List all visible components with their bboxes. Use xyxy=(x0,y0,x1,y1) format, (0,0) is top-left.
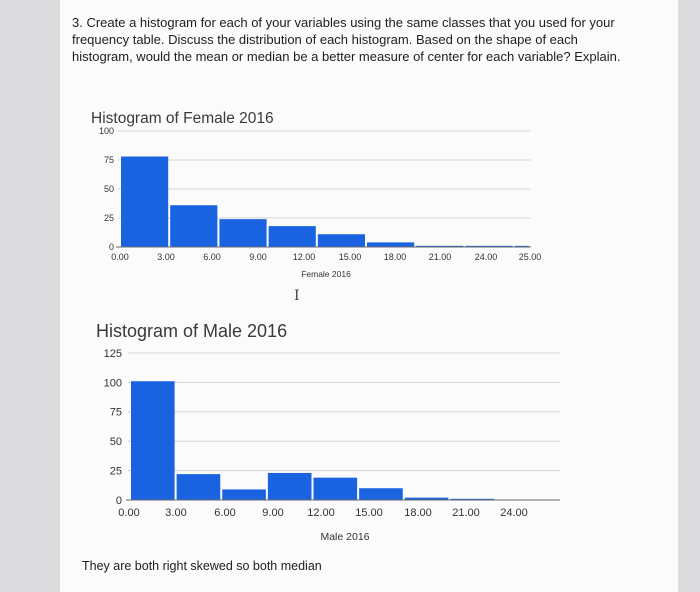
y-tick-label: 50 xyxy=(104,184,114,194)
x-tick-label: 15.00 xyxy=(339,252,362,262)
x-axis-label: Female 2016 xyxy=(301,269,351,279)
x-tick-label: 0.00 xyxy=(118,507,139,519)
x-tick-label: 9.00 xyxy=(249,252,267,262)
y-tick-label: 100 xyxy=(104,377,122,389)
x-tick-label: 21.00 xyxy=(452,507,480,519)
y-tick-label: 50 xyxy=(110,436,122,448)
histogram-bar xyxy=(450,498,494,500)
y-tick-label: 100 xyxy=(99,126,114,136)
x-tick-label: 3.00 xyxy=(165,507,186,519)
chart-title: Histogram of Male 2016 xyxy=(96,321,287,341)
histogram-bar xyxy=(367,242,415,247)
histogram-bar xyxy=(267,472,312,500)
x-tick-label: 24.00 xyxy=(500,507,528,519)
y-tick-label: 125 xyxy=(104,348,122,360)
x-axis-label: Male 2016 xyxy=(320,531,369,543)
histogram-bar xyxy=(222,489,266,500)
histogram-bar xyxy=(121,156,169,247)
x-tick-label: 24.00 xyxy=(475,252,498,262)
y-tick-label: 0 xyxy=(109,242,114,252)
histogram-bar xyxy=(317,234,365,247)
y-tick-label: 0 xyxy=(116,495,122,507)
x-tick-label: 18.00 xyxy=(404,507,432,519)
histogram-bar xyxy=(170,205,218,247)
y-tick-label: 75 xyxy=(110,407,122,419)
x-tick-label: 12.00 xyxy=(293,252,316,262)
histogram-bar xyxy=(465,245,513,247)
x-tick-label: 21.00 xyxy=(429,252,452,262)
answer-text: They are both right skewed so both media… xyxy=(82,559,322,573)
male-histogram: Histogram of Male 2016 125 100 75 50 25 00.00 3… xyxy=(96,321,560,543)
histogram-bar xyxy=(176,474,221,500)
x-tick-label: 6.00 xyxy=(214,507,235,519)
y-tick-label: 75 xyxy=(104,155,114,165)
y-tick-label: 25 xyxy=(104,213,114,223)
histogram-bar xyxy=(514,245,529,247)
x-tick-label: 25.00 xyxy=(519,252,542,262)
histogram-bar xyxy=(359,488,403,500)
x-tick-label: 3.00 xyxy=(157,252,175,262)
histogram-bar xyxy=(268,226,316,247)
x-tick-label: 9.00 xyxy=(262,507,283,519)
y-tick-label: 25 xyxy=(110,465,122,477)
question-text: 3. Create a histogram for each of your v… xyxy=(72,15,621,64)
text-cursor-icon: I xyxy=(294,288,300,304)
x-tick-label: 12.00 xyxy=(307,507,335,519)
x-tick-label: 18.00 xyxy=(384,252,407,262)
histogram-bar xyxy=(131,381,175,500)
x-tick-label: 6.00 xyxy=(203,252,221,262)
histogram-bar xyxy=(313,477,358,500)
chart-title: Histogram of Female 2016 xyxy=(91,110,274,127)
x-tick-label: 15.00 xyxy=(355,507,383,519)
histogram-bar xyxy=(416,245,464,247)
x-tick-label: 0.00 xyxy=(111,252,129,262)
histogram-bar xyxy=(404,497,449,500)
histogram-bar xyxy=(219,219,267,247)
